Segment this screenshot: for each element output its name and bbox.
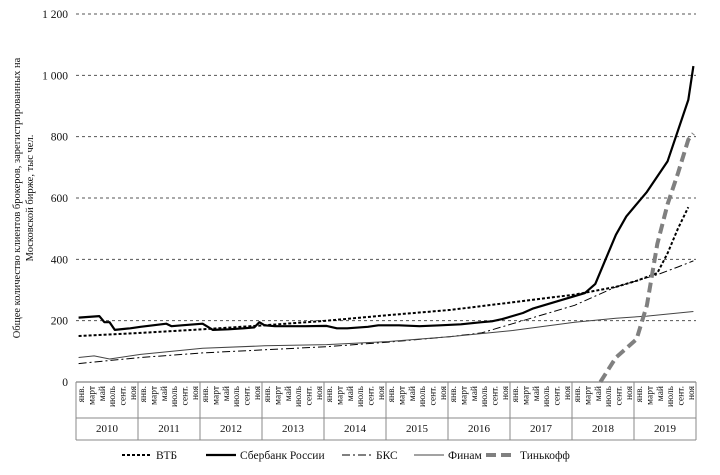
- x-tick-label: июль: [294, 385, 304, 407]
- x-tick-label: май: [469, 386, 480, 401]
- series-line-0: [78, 206, 690, 337]
- x-tick-label: март: [460, 385, 470, 405]
- x-tick-label: май: [531, 386, 542, 401]
- x-tick-label: янв.: [263, 386, 273, 402]
- x-tick-label: ноя: [191, 385, 201, 400]
- x-tick-label: июль: [170, 385, 180, 407]
- x-tick-label: июль: [418, 385, 428, 407]
- x-tick-label: янв.: [635, 386, 645, 402]
- x-tick-label: июль: [480, 385, 490, 407]
- series-line-3: [78, 311, 694, 360]
- year-label: 2017: [530, 423, 553, 435]
- y-tick-label: 800: [51, 132, 69, 144]
- x-tick-label: май: [97, 386, 108, 401]
- x-tick-label: янв.: [511, 386, 521, 402]
- x-tick-label: ноя: [253, 385, 263, 400]
- y-tick-label: 600: [51, 193, 69, 205]
- series-line-1: [78, 65, 695, 331]
- legend-label: Финам: [448, 450, 482, 462]
- x-tick-label: ноя: [563, 385, 573, 400]
- x-tick-label: май: [593, 386, 604, 401]
- year-label: 2014: [344, 423, 367, 435]
- x-tick-label: янв.: [387, 386, 397, 402]
- series-line-4: [598, 132, 695, 384]
- x-tick-label: май: [221, 386, 232, 401]
- year-label: 2011: [158, 423, 180, 435]
- x-tick-label: сент.: [615, 386, 625, 405]
- x-tick-label: янв.: [201, 386, 211, 402]
- y-axis-label: Общее количество клиентов брокеров, заре…: [12, 57, 36, 338]
- x-tick-label: март: [274, 385, 284, 405]
- legend-label: Тинькофф: [520, 450, 570, 462]
- x-tick-label: сент.: [553, 386, 563, 405]
- series-line-2: [78, 260, 694, 365]
- x-tick-label: янв.: [325, 386, 335, 402]
- x-tick-label: сент.: [429, 386, 439, 405]
- y-tick-label: 1 200: [42, 9, 68, 21]
- x-tick-label: март: [150, 385, 160, 405]
- y-tick-label: 0: [62, 377, 68, 389]
- x-tick-label: ноя: [439, 385, 449, 400]
- x-tick-label: ноя: [625, 385, 635, 400]
- year-label: 2012: [220, 423, 242, 435]
- legend-label: БКС: [376, 450, 398, 462]
- x-tick-label: июль: [108, 385, 118, 407]
- x-tick-label: ноя: [501, 385, 511, 400]
- year-label: 2010: [96, 423, 119, 435]
- x-tick-label: июль: [666, 385, 676, 407]
- x-tick-label: март: [522, 385, 532, 405]
- x-tick-label: ноя: [687, 385, 697, 400]
- x-tick-label: ноя: [129, 385, 139, 400]
- x-tick-label: сент.: [491, 386, 501, 405]
- x-tick-label: ноя: [315, 385, 325, 400]
- x-tick-label: ноя: [377, 385, 387, 400]
- y-tick-label: 400: [51, 254, 69, 266]
- x-tick-label: сент.: [305, 386, 315, 405]
- x-tick-label: май: [345, 386, 356, 401]
- x-tick-label: янв.: [139, 386, 149, 402]
- x-tick-label: сент.: [367, 386, 377, 405]
- x-tick-label: март: [584, 385, 594, 405]
- x-tick-label: июль: [356, 385, 366, 407]
- x-tick-label: май: [655, 386, 666, 401]
- x-tick-label: март: [646, 385, 656, 405]
- x-tick-label: март: [398, 385, 408, 405]
- year-label: 2015: [406, 423, 429, 435]
- year-label: 2016: [468, 423, 491, 435]
- x-tick-label: июль: [232, 385, 242, 407]
- x-tick-label: май: [407, 386, 418, 401]
- x-tick-label: июль: [542, 385, 552, 407]
- y-tick-label: 200: [51, 316, 69, 328]
- legend-label: ВТБ: [156, 450, 177, 462]
- x-tick-label: сент.: [119, 386, 129, 405]
- x-tick-label: янв.: [449, 386, 459, 402]
- year-label: 2013: [282, 423, 305, 435]
- x-tick-label: янв.: [77, 386, 87, 402]
- x-tick-label: март: [212, 385, 222, 405]
- x-tick-label: сент.: [677, 386, 687, 405]
- x-tick-label: март: [88, 385, 98, 405]
- year-label: 2019: [654, 423, 677, 435]
- x-tick-label: май: [159, 386, 170, 401]
- year-label: 2018: [592, 423, 615, 435]
- x-tick-label: сент.: [243, 386, 253, 405]
- x-tick-label: июль: [604, 385, 614, 407]
- x-tick-label: сент.: [181, 386, 191, 405]
- legend-label: Сбербанк России: [240, 450, 325, 462]
- y-tick-label: 1 000: [42, 70, 68, 82]
- x-tick-label: март: [336, 385, 346, 405]
- x-tick-label: май: [283, 386, 294, 401]
- x-tick-label: янв.: [573, 386, 583, 402]
